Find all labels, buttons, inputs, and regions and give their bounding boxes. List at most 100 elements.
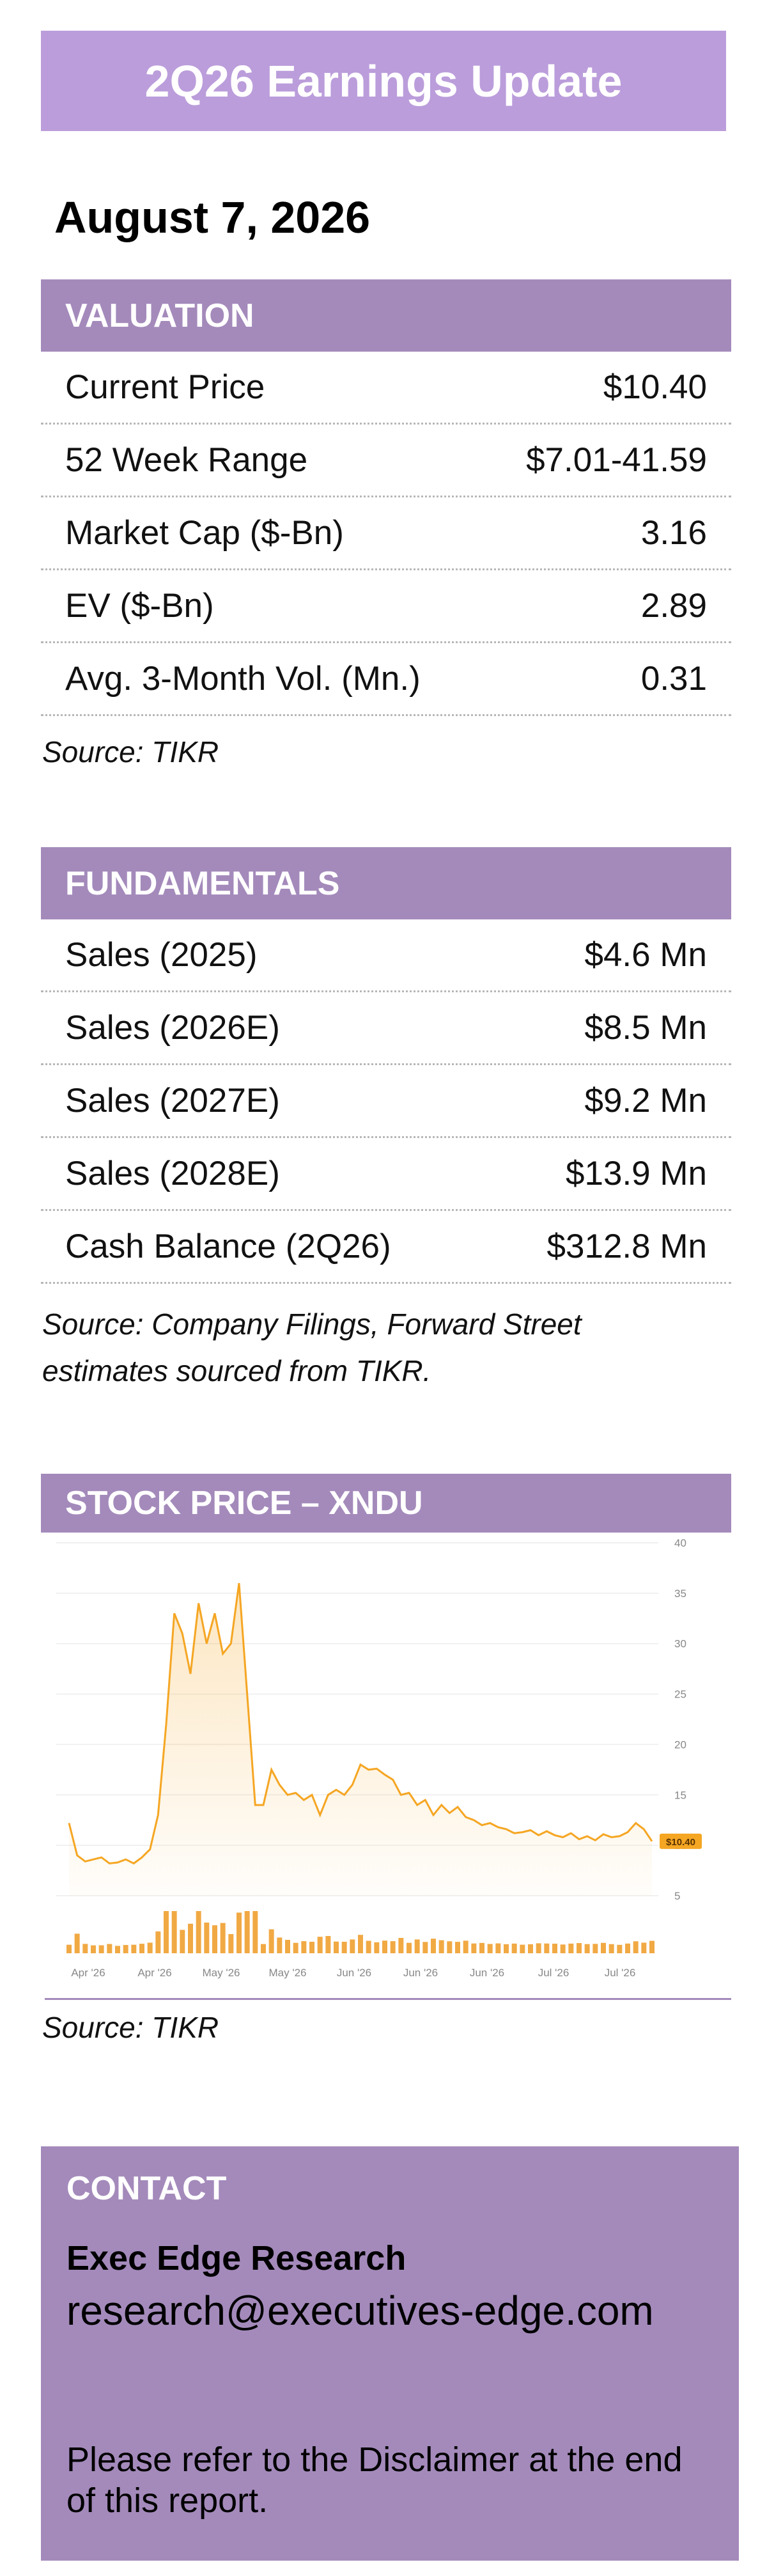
y-tick-label: 15 [674, 1789, 686, 1801]
volume-bar [584, 1944, 590, 1953]
volume-bar [463, 1940, 469, 1953]
row-label: Current Price [65, 368, 265, 406]
source-line-2: estimates sourced from TIKR. [42, 1354, 431, 1387]
source-line-1: Source: Company Filings, Forward Street [42, 1308, 582, 1341]
volume-bar [204, 1923, 210, 1953]
volume-bar [107, 1944, 112, 1953]
y-tick-label: 25 [674, 1689, 686, 1701]
volume-bar [171, 1911, 177, 1953]
volume-bar [66, 1944, 72, 1953]
volume-bar [180, 1930, 185, 1953]
row-label: Sales (2026E) [65, 1009, 280, 1047]
volume-bar [350, 1939, 355, 1953]
price-tag-label: $10.40 [666, 1837, 695, 1848]
volume-bar [608, 1944, 614, 1953]
volume-bar [455, 1942, 460, 1953]
volume-bar [528, 1944, 533, 1953]
fundamentals-table: Sales (2025) $4.6 Mn Sales (2026E) $8.5 Mn… [41, 919, 731, 1284]
row-value: $8.5 Mn [584, 1009, 707, 1047]
y-tick-label: 30 [674, 1638, 686, 1650]
volume-bar [115, 1946, 120, 1953]
volume-bar [471, 1943, 477, 1953]
row-label: Sales (2025) [65, 936, 258, 974]
volume-bar [358, 1935, 363, 1953]
volume-bar [447, 1941, 453, 1953]
volume-bar [560, 1944, 566, 1953]
volume-bar [285, 1940, 290, 1953]
volume-bar [495, 1943, 501, 1953]
volume-bar [301, 1941, 307, 1953]
x-tick-label: Jun '26 [470, 1967, 504, 1979]
volume-bar [382, 1940, 387, 1953]
table-row: Sales (2025) $4.6 Mn [41, 919, 731, 992]
x-tick-label: Jul '26 [605, 1967, 636, 1979]
x-tick-label: May '26 [203, 1967, 240, 1979]
volume-bar [593, 1944, 598, 1953]
volume-bar [407, 1942, 412, 1953]
volume-bar [617, 1944, 623, 1953]
volume-bar [422, 1942, 428, 1953]
volume-bar [293, 1942, 298, 1953]
volume-bar [212, 1925, 217, 1953]
disclaimer-note: Please refer to the Disclaimer at the en… [66, 2440, 683, 2520]
volume-bar [334, 1941, 339, 1953]
contact-heading: CONTACT [66, 2170, 227, 2207]
y-tick-label: 20 [674, 1738, 686, 1751]
row-value: $13.9 Mn [566, 1155, 707, 1192]
row-label: Market Cap ($-Bn) [65, 514, 344, 552]
stock-price-heading: STOCK PRICE – XNDU [65, 1485, 423, 1522]
x-tick-label: Jun '26 [403, 1967, 438, 1979]
volume-bar [309, 1942, 314, 1953]
volume-bar [244, 1911, 250, 1953]
volume-bar [479, 1942, 484, 1953]
valuation-heading: VALUATION [65, 297, 254, 334]
row-label: Sales (2028E) [65, 1155, 280, 1192]
valuation-header: VALUATION [41, 279, 731, 352]
volume-bar [641, 1942, 647, 1953]
valuation-source: Source: TIKR [42, 735, 219, 769]
volume-bar [131, 1944, 137, 1953]
y-tick-label: 35 [674, 1588, 686, 1600]
row-label: 52 Week Range [65, 441, 308, 479]
x-tick-label: Apr '26 [137, 1967, 171, 1979]
table-row: EV ($-Bn) 2.89 [41, 570, 731, 643]
fundamentals-heading: FUNDAMENTALS [65, 864, 340, 902]
x-tick-label: Jul '26 [538, 1967, 569, 1979]
volume-bar [252, 1911, 258, 1953]
volume-bar [228, 1934, 234, 1953]
volume-bar [277, 1937, 283, 1953]
volume-bar [325, 1936, 331, 1953]
volume-bar [220, 1923, 226, 1953]
volume-bar [577, 1943, 582, 1953]
volume-bar [544, 1943, 550, 1953]
contact-org: Exec Edge Research [66, 2239, 407, 2277]
volume-bar [139, 1944, 144, 1953]
volume-bar [552, 1944, 557, 1953]
volume-bar [74, 1933, 80, 1953]
fundamentals-header: FUNDAMENTALS [41, 847, 731, 919]
x-tick-label: Apr '26 [71, 1967, 105, 1979]
table-row: 52 Week Range $7.01-41.59 [41, 425, 731, 497]
volume-bar [398, 1938, 404, 1953]
volume-bar [568, 1943, 574, 1953]
contact-box: CONTACT Exec Edge Research research@exec… [41, 2146, 739, 2561]
contact-email[interactable]: research@executives-edge.com [66, 2288, 654, 2334]
table-row: Current Price $10.40 [41, 352, 731, 425]
volume-bar [123, 1945, 128, 1953]
row-label: Sales (2027E) [65, 1082, 280, 1120]
y-tick-label: 40 [674, 1538, 686, 1549]
volume-bar [649, 1940, 655, 1953]
stock-source: Source: TIKR [42, 2011, 219, 2044]
volume-bar [82, 1944, 88, 1953]
volume-bar [390, 1941, 396, 1953]
volume-bar [504, 1944, 509, 1953]
volume-bar [188, 1923, 193, 1953]
valuation-table: Current Price $10.40 52 Week Range $7.01-4… [41, 352, 731, 716]
row-label: Cash Balance (2Q26) [65, 1228, 391, 1265]
table-row: Cash Balance (2Q26) $312.8 Mn [41, 1211, 731, 1284]
volume-bar [511, 1943, 517, 1953]
price-tag [660, 1833, 702, 1849]
row-value: $7.01-41.59 [526, 441, 707, 479]
report-date: August 7, 2026 [54, 192, 371, 242]
